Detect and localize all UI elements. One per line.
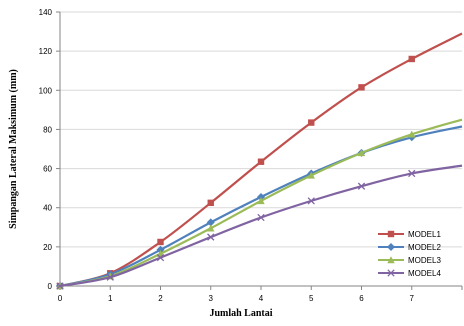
y-tick-label: 20 [43, 243, 52, 252]
x-tick-label: 3 [209, 294, 214, 303]
data-point [307, 171, 315, 179]
legend-marker [387, 243, 395, 251]
y-tick-label: 120 [39, 47, 53, 56]
y-tick-label: 140 [39, 8, 53, 17]
axes [56, 11, 463, 290]
series-model3 [56, 118, 463, 290]
data-point [257, 213, 265, 222]
legend-marker [387, 256, 395, 264]
data-point [257, 158, 265, 165]
x-tick-label: 5 [309, 294, 314, 303]
tick-labels: 0 20 40 60 80 100 120 140 0 1 2 3 4 5 6 7 [39, 8, 415, 303]
legend-label: MODEL1 [408, 230, 441, 239]
legend-label: MODEL3 [408, 256, 441, 265]
legend-item-model3: MODEL3 [378, 256, 441, 265]
data-point [357, 182, 366, 190]
data-point [206, 218, 215, 227]
data-point [157, 238, 164, 246]
series-model1 [56, 32, 463, 290]
y-tick-label: 60 [43, 165, 52, 174]
data-point [307, 197, 315, 205]
data-point [357, 149, 366, 157]
data-point [408, 169, 416, 178]
grid [60, 11, 462, 248]
legend-marker [387, 230, 395, 238]
x-tick-label: 0 [58, 294, 63, 303]
legend-marker [387, 269, 395, 277]
y-tick-label: 0 [48, 282, 53, 291]
legend-item-model1: MODEL1 [378, 230, 441, 239]
legend-item-model4: MODEL4 [378, 269, 441, 278]
x-tick-label: 2 [158, 294, 163, 303]
series-model2 [56, 125, 463, 290]
data-point [56, 282, 64, 290]
legend: MODEL1 MODEL2 MODEL3 MODEL4 [378, 230, 441, 278]
legend-item-model2: MODEL2 [378, 243, 441, 252]
data-point [308, 119, 315, 126]
series-group [56, 32, 463, 290]
data-point [358, 84, 365, 91]
x-axis-title: Jumlah Lantai [209, 308, 272, 319]
x-tick-label: 7 [410, 294, 415, 303]
data-point [257, 197, 265, 205]
x-tick-label: 4 [259, 294, 264, 303]
series-model4 [56, 164, 463, 290]
data-point [207, 233, 215, 241]
data-point [408, 55, 415, 63]
data-point [106, 273, 114, 281]
data-point [207, 224, 215, 232]
data-point [408, 130, 416, 138]
data-point [156, 253, 165, 262]
x-tick-label: 6 [359, 294, 364, 303]
series-line [59, 125, 463, 288]
legend-label: MODEL4 [408, 269, 441, 278]
legend-label: MODEL2 [408, 243, 441, 252]
y-tick-label: 40 [43, 204, 52, 213]
data-point [207, 199, 214, 207]
y-tick-label: 80 [43, 125, 52, 134]
y-axis-title: Simpangan Lateral Maksimum (mm) [8, 69, 19, 229]
x-tick-label: 1 [108, 294, 113, 303]
y-tick-label: 100 [39, 86, 53, 95]
